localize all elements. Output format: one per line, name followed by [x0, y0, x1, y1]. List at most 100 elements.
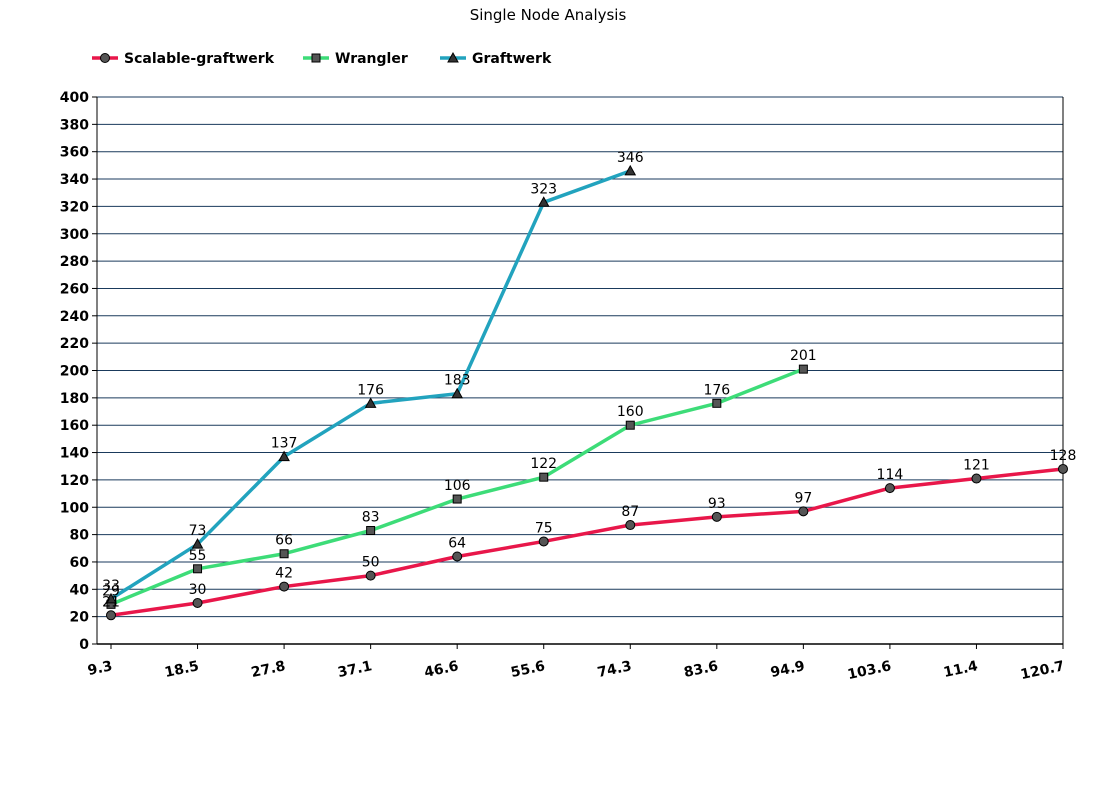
legend-item: Wrangler	[303, 51, 408, 67]
data-point	[625, 520, 636, 531]
data-label: 176	[357, 382, 384, 398]
x-tick-label: 83.6	[683, 658, 720, 681]
data-point	[106, 610, 116, 621]
data-point	[191, 538, 204, 549]
x-axis-ticks: 9.3 18.5 27.8 37.1 46.6 55.6 74.3 83.6 94.9 103.6…	[86, 644, 1066, 683]
data-label: 106	[444, 478, 471, 494]
data-label: 64	[448, 535, 466, 551]
data-label: 50	[362, 555, 380, 571]
data-point	[365, 570, 376, 581]
data-point	[279, 581, 290, 592]
y-tick-label: 280	[60, 254, 89, 270]
y-tick-label: 80	[70, 528, 90, 544]
data-label: 75	[535, 520, 553, 536]
data-label: 201	[790, 348, 817, 364]
x-tick-label: 103.6	[846, 658, 893, 683]
legend-label: Graftwerk	[472, 51, 552, 67]
x-tick-label: 11.4	[942, 658, 979, 681]
y-tick-label: 20	[70, 610, 90, 626]
data-point	[452, 494, 462, 504]
data-label: 33	[102, 578, 120, 594]
data-label: 83	[362, 509, 380, 525]
y-axis-ticks: 0 20 40 60 80 100 120 140 160 180 200 220 240 260 280 3…	[60, 90, 97, 653]
x-tick-label: 94.9	[769, 658, 806, 681]
y-tick-label: 160	[60, 418, 89, 434]
x-tick-label: 46.6	[423, 658, 460, 681]
y-tick-label: 380	[60, 117, 89, 133]
series-graftwerk	[105, 164, 637, 604]
x-tick-label: 120.7	[1019, 658, 1066, 683]
data-label: 30	[189, 582, 207, 598]
x-tick-label: 9.3	[86, 658, 114, 679]
data-point	[447, 51, 459, 63]
data-point	[711, 511, 722, 522]
data-label: 29	[102, 583, 120, 599]
x-tick-label: 37.1	[336, 658, 373, 681]
data-point	[625, 420, 635, 430]
data-label: 160	[617, 404, 644, 420]
data-point	[105, 592, 117, 604]
data-label: 346	[617, 150, 644, 166]
y-tick-label: 220	[60, 336, 89, 352]
y-tick-label: 0	[79, 637, 89, 653]
data-label: 176	[703, 382, 730, 398]
y-tick-label: 400	[60, 90, 89, 106]
x-tick-label: 55.6	[509, 658, 546, 681]
data-label: 128	[1050, 448, 1077, 464]
data-label: 55	[189, 548, 207, 564]
series-wrangler	[106, 364, 808, 609]
y-tick-label: 320	[60, 199, 89, 215]
data-point	[100, 53, 110, 63]
y-tick-label: 140	[60, 446, 89, 462]
data-point	[538, 536, 549, 547]
y-tick-label: 340	[60, 172, 89, 188]
data-point	[624, 164, 637, 176]
data-point	[712, 398, 722, 408]
series-scalable-graftwerk	[106, 463, 1068, 621]
data-point	[279, 549, 289, 559]
data-point	[278, 450, 290, 462]
x-tick-label: 18.5	[163, 658, 200, 681]
data-point	[971, 473, 982, 484]
data-label: 87	[621, 504, 639, 520]
data-label: 122	[530, 456, 557, 472]
chart-title: Single Node Analysis	[470, 6, 627, 24]
y-tick-label: 260	[60, 281, 89, 297]
legend-item: Graftwerk	[440, 51, 552, 67]
x-tick-label: 74.3	[596, 658, 633, 681]
data-point	[1058, 463, 1068, 474]
data-point	[452, 551, 463, 562]
data-label: 93	[708, 496, 726, 512]
y-tick-label: 120	[60, 473, 89, 489]
data-label: 42	[275, 566, 293, 582]
y-tick-label: 240	[60, 309, 89, 325]
series-layer	[105, 164, 1068, 621]
legend-label: Scalable-graftwerk	[124, 51, 275, 67]
y-tick-label: 300	[60, 227, 89, 243]
data-point	[884, 483, 895, 494]
data-label: 73	[189, 523, 207, 539]
data-point	[539, 472, 549, 482]
data-label: 137	[271, 436, 298, 452]
y-tick-label: 100	[60, 500, 89, 516]
data-point	[798, 364, 808, 374]
legend-label: Wrangler	[335, 51, 408, 67]
data-label: 121	[963, 458, 990, 474]
data-point	[364, 397, 377, 408]
data-point	[366, 525, 376, 535]
data-point	[537, 196, 550, 207]
y-tick-label: 200	[60, 364, 89, 380]
data-label: 114	[877, 467, 904, 483]
legend-item: Scalable-graftwerk	[92, 51, 275, 67]
x-tick-label: 27.8	[250, 658, 287, 681]
y-tick-label: 180	[60, 391, 89, 407]
data-point	[192, 597, 203, 608]
data-label: 66	[275, 533, 293, 549]
data-point	[193, 564, 203, 574]
series-line	[110, 467, 1064, 618]
data-labels-layer: 21 30 42 50 64 75 87 93 97 114 121 128 29 55 66 83 106 12…	[102, 150, 1076, 610]
data-point	[798, 506, 809, 517]
data-point	[451, 387, 464, 399]
data-label: 183	[444, 373, 471, 389]
